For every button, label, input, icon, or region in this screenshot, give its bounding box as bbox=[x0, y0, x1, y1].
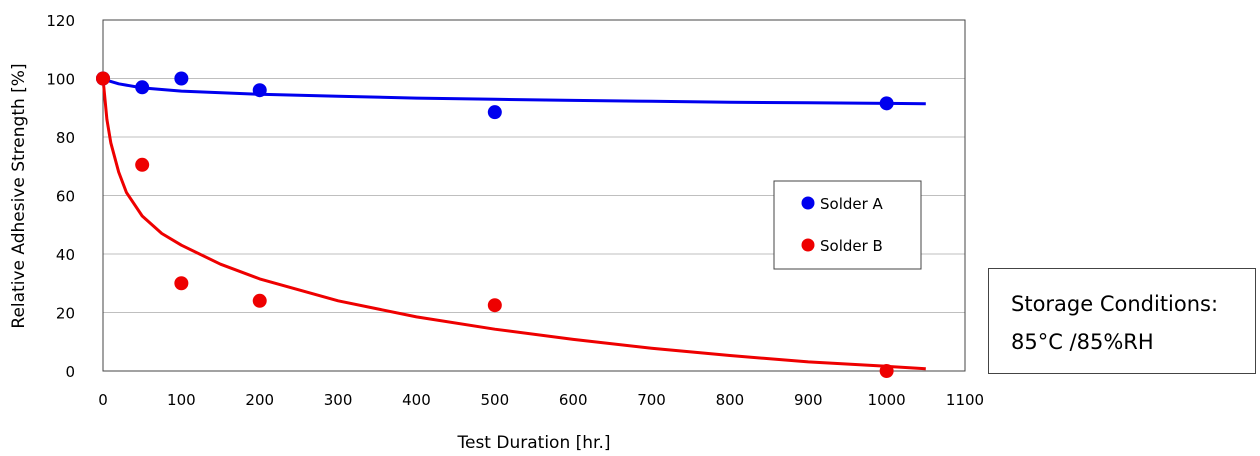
x-tick-label: 100 bbox=[167, 391, 196, 409]
y-tick-label: 60 bbox=[56, 188, 75, 206]
x-tick-label: 600 bbox=[559, 391, 588, 409]
y-tick-label: 40 bbox=[56, 246, 75, 264]
y-tick-label: 0 bbox=[65, 363, 75, 381]
legend-label-series-1: Solder B bbox=[820, 237, 883, 255]
trendline-series-1 bbox=[101, 78, 926, 371]
x-tick-label: 500 bbox=[480, 391, 509, 409]
x-tick-label: 700 bbox=[637, 391, 666, 409]
storage-conditions-label: Storage Conditions: bbox=[1011, 292, 1219, 316]
plot-area bbox=[102, 19, 966, 372]
x-axis-label: Test Duration [hr.] bbox=[457, 433, 611, 453]
y-axis-label: Relative Adhesive Strength [%] bbox=[9, 63, 29, 328]
data-point-series-1 bbox=[96, 71, 110, 86]
x-tick-label: 200 bbox=[245, 391, 274, 409]
legend: Solder A Solder B bbox=[773, 180, 922, 270]
legend-marker-series-0 bbox=[801, 196, 815, 210]
y-tick-label: 20 bbox=[56, 305, 75, 323]
data-point-series-1 bbox=[252, 293, 267, 308]
chart: 0 100 200 300 400 500 600 700 800 900 1000 1100 0 20… bbox=[9, 12, 984, 453]
storage-conditions-box: Storage Conditions: 85°C /85%RH bbox=[988, 268, 1256, 374]
x-tick-label: 800 bbox=[716, 391, 745, 409]
data-point-series-0 bbox=[135, 80, 150, 95]
data-point-series-1 bbox=[174, 276, 189, 291]
y-tick-label: 120 bbox=[46, 12, 75, 30]
data-point-series-0 bbox=[879, 96, 894, 111]
data-point-series-0 bbox=[487, 105, 502, 120]
x-tick-label: 300 bbox=[324, 391, 353, 409]
storage-conditions-value: 85°C /85%RH bbox=[1011, 330, 1154, 354]
data-point-series-1 bbox=[879, 364, 894, 378]
data-point-series-1 bbox=[135, 157, 150, 172]
x-tick-label: 1100 bbox=[946, 391, 984, 409]
y-tick-labels: 0 20 40 60 80 100 120 bbox=[46, 12, 75, 381]
legend-marker-series-1 bbox=[801, 238, 815, 252]
trendlines bbox=[101, 77, 926, 371]
data-point-series-0 bbox=[252, 83, 267, 98]
data-points bbox=[96, 71, 894, 378]
x-tick-label: 900 bbox=[794, 391, 823, 409]
legend-box bbox=[773, 180, 922, 270]
x-tick-label: 1000 bbox=[868, 391, 906, 409]
y-tick-label: 80 bbox=[56, 129, 75, 147]
x-tick-labels: 0 100 200 300 400 500 600 700 800 900 1000 1100 bbox=[98, 391, 984, 409]
y-tick-label: 100 bbox=[46, 71, 75, 89]
data-point-series-1 bbox=[487, 298, 502, 313]
data-point-series-0 bbox=[174, 71, 189, 86]
legend-label-series-0: Solder A bbox=[820, 195, 884, 213]
trendline-series-0 bbox=[102, 77, 926, 106]
x-tick-label: 400 bbox=[402, 391, 431, 409]
x-tick-label: 0 bbox=[98, 391, 108, 409]
